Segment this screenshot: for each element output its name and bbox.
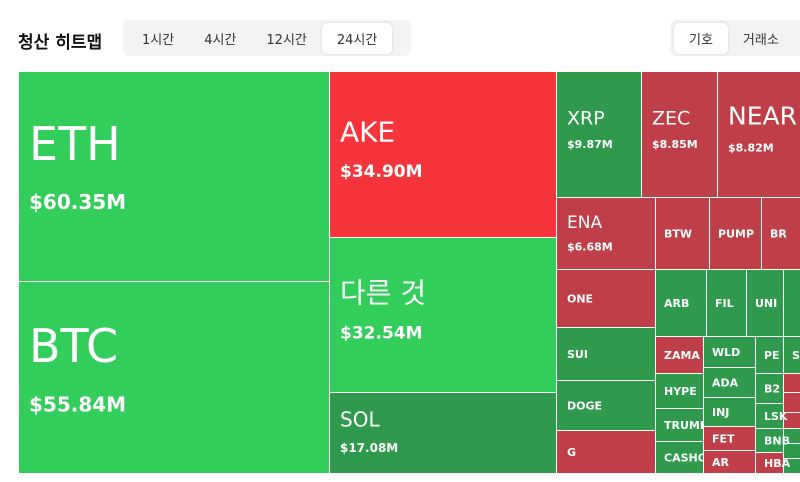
group-toggle: 기호 거래소 xyxy=(670,20,800,56)
tile-label: NEAR xyxy=(728,102,797,131)
tile-label: PE xyxy=(764,349,780,362)
tile-label: FET xyxy=(712,433,735,446)
tile xyxy=(784,374,800,392)
tile-label: UNI xyxy=(755,297,777,310)
tile xyxy=(718,72,800,197)
tile xyxy=(784,337,800,373)
tile-label: DOGE xyxy=(567,400,602,413)
tile-label: SOL xyxy=(340,408,380,432)
tile xyxy=(642,72,717,197)
tile xyxy=(19,282,329,473)
tile-label: SM xyxy=(792,349,800,362)
tab[interactable]: 1시간 xyxy=(142,32,175,48)
tile-label: BNB xyxy=(764,435,790,448)
tile-value: $60.35M xyxy=(29,190,126,214)
tile xyxy=(557,328,655,380)
tile-label: INJ xyxy=(712,406,729,419)
tile-label: SUI xyxy=(567,348,588,361)
tile-label: ETH xyxy=(29,117,121,171)
tile-label: ADA xyxy=(712,377,739,390)
tile-label: AR xyxy=(712,456,730,469)
tile xyxy=(19,72,329,281)
tile xyxy=(747,270,783,336)
tile xyxy=(756,404,783,428)
tile-label: ENA xyxy=(567,213,602,233)
tile-label: ONE xyxy=(567,293,593,306)
tile-value: $6.68M xyxy=(567,240,613,253)
tile xyxy=(656,337,703,373)
tile xyxy=(704,368,755,397)
tile xyxy=(756,429,783,452)
time-tabs: 1시간 4시간 12시간 24시간 xyxy=(123,20,411,56)
tile xyxy=(784,459,800,473)
tile xyxy=(784,393,800,412)
tile xyxy=(330,238,556,392)
tile-label: ARB xyxy=(664,297,689,310)
tile-label: BR xyxy=(770,228,787,241)
tile xyxy=(557,381,655,430)
tile-label: LSK xyxy=(764,410,788,423)
tile-label: BTW xyxy=(664,228,692,241)
page-title: 청산 히트맵 xyxy=(18,33,103,53)
tile-label: XRP xyxy=(567,108,605,130)
tile xyxy=(707,270,746,336)
tile xyxy=(557,270,655,327)
tile-label: 다른 것 xyxy=(340,277,426,310)
tile-label: B2 xyxy=(764,383,780,396)
tile-label: HYPE xyxy=(664,385,697,398)
tile xyxy=(784,429,800,443)
tile-label: G xyxy=(567,446,576,459)
tile-value: $17.08M xyxy=(340,441,398,455)
tile xyxy=(557,72,641,197)
tile-label: HBA xyxy=(764,457,791,470)
tile-value: $9.87M xyxy=(567,138,613,151)
tab[interactable]: 기호 xyxy=(674,22,728,54)
tile xyxy=(656,409,703,441)
tile xyxy=(756,374,783,403)
tile xyxy=(557,198,655,269)
tile xyxy=(784,444,800,458)
tile-label: BTC xyxy=(29,319,118,373)
tile-label: CASHO xyxy=(664,452,707,465)
tile-label: TRUMP xyxy=(664,419,708,432)
tile xyxy=(656,374,703,408)
tile-value: $34.90M xyxy=(340,162,423,182)
tile-label: PUMP xyxy=(718,228,754,241)
tile xyxy=(784,413,800,428)
tab[interactable]: 24시간 xyxy=(321,22,393,54)
tile xyxy=(762,198,800,269)
tile xyxy=(704,451,755,473)
tile-label: WLD xyxy=(712,346,740,359)
tab[interactable]: 12시간 xyxy=(266,32,307,48)
tile xyxy=(656,198,709,269)
tile-label: FIL xyxy=(715,297,734,310)
tile xyxy=(704,398,755,426)
tile-value: $8.85M xyxy=(652,138,698,151)
tile-label: ZEC xyxy=(652,108,690,130)
tile xyxy=(710,198,761,269)
tile xyxy=(704,427,755,450)
tile-value: $55.84M xyxy=(29,393,126,417)
tab[interactable]: 거래소 xyxy=(742,32,779,48)
tile xyxy=(330,393,556,473)
tile-value: $32.54M xyxy=(340,323,423,343)
tile xyxy=(557,431,655,473)
tile xyxy=(330,72,556,237)
tile xyxy=(756,453,783,473)
tile xyxy=(756,337,783,373)
tile xyxy=(656,270,706,336)
tile xyxy=(784,270,800,336)
tile-label: AKE xyxy=(340,115,395,148)
tile xyxy=(656,442,703,473)
tile-value: $8.82M xyxy=(728,141,774,154)
tile-label: ZAMA xyxy=(664,349,700,362)
tab[interactable]: 4시간 xyxy=(204,32,237,48)
tile xyxy=(704,337,755,367)
